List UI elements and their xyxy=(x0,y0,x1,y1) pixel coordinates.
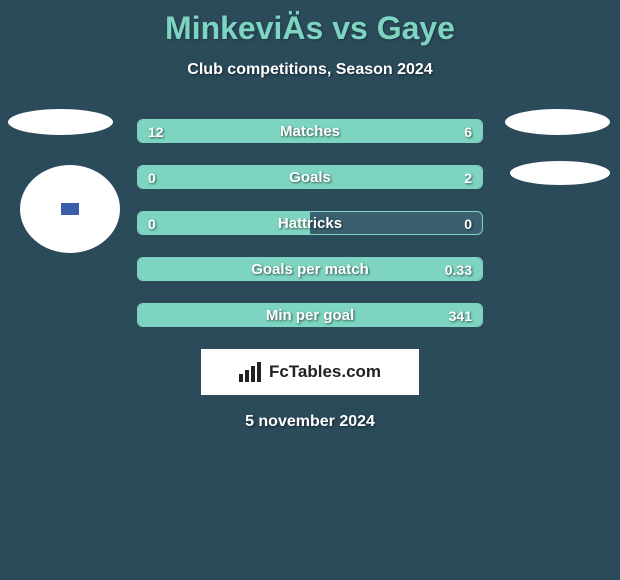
stat-label: Hattricks xyxy=(138,212,482,235)
stat-value-right: 341 xyxy=(449,304,472,327)
date-label: 5 november 2024 xyxy=(0,413,620,431)
player-left-avatar xyxy=(8,109,113,135)
stat-label: Matches xyxy=(138,120,482,143)
comparison-bars: 12Matches60Goals20Hattricks0Goals per ma… xyxy=(137,119,483,327)
stat-value-right: 6 xyxy=(464,120,472,143)
subtitle: Club competitions, Season 2024 xyxy=(0,61,620,79)
stat-value-right: 0.33 xyxy=(445,258,472,281)
player-left-badge xyxy=(20,165,120,253)
player-right-badge xyxy=(510,161,610,185)
stat-value-right: 2 xyxy=(464,166,472,189)
comparison-main: 12Matches60Goals20Hattricks0Goals per ma… xyxy=(0,119,620,431)
stat-row: Goals per match0.33 xyxy=(137,257,483,281)
stat-label: Goals xyxy=(138,166,482,189)
stat-row: 0Hattricks0 xyxy=(137,211,483,235)
fctables-logo: FcTables.com xyxy=(201,349,419,395)
stat-row: 12Matches6 xyxy=(137,119,483,143)
stat-label: Goals per match xyxy=(138,258,482,281)
bars-icon xyxy=(239,362,263,382)
player-right-avatar xyxy=(505,109,610,135)
shield-icon xyxy=(59,201,81,217)
stat-row: Min per goal341 xyxy=(137,303,483,327)
logo-text: FcTables.com xyxy=(269,362,381,382)
page-title: MinkeviÄs vs Gaye xyxy=(0,0,620,47)
stat-row: 0Goals2 xyxy=(137,165,483,189)
stat-label: Min per goal xyxy=(138,304,482,327)
stat-value-right: 0 xyxy=(464,212,472,235)
